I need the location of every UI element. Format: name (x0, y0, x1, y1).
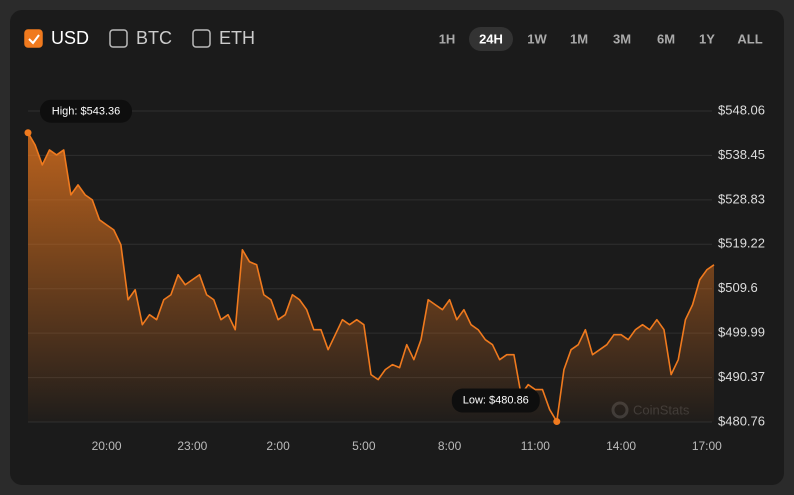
checkbox[interactable] (24, 29, 43, 48)
range-button[interactable]: 1M (570, 31, 588, 46)
range-button[interactable]: 3M (613, 31, 631, 46)
x-tick-label: 5:00 (352, 439, 376, 453)
area-fill (28, 132, 714, 422)
y-tick-label: $519.22 (718, 236, 765, 251)
toggle-label[interactable]: USD (51, 28, 89, 48)
range-button[interactable]: 6M (657, 31, 675, 46)
checkbox[interactable] (109, 29, 128, 48)
toggle-label[interactable]: BTC (136, 28, 172, 48)
x-tick-label: 20:00 (92, 439, 122, 453)
low-point (553, 418, 561, 426)
x-tick-label: 8:00 (438, 439, 462, 453)
y-tick-label: $528.83 (718, 191, 765, 206)
high-label: High: $543.36 (52, 106, 121, 118)
x-tick-label: 17:00 (692, 439, 722, 453)
y-tick-label: $538.45 (718, 147, 765, 162)
checkmark (28, 34, 40, 45)
range-active (469, 27, 513, 51)
range-button[interactable]: 1Y (699, 31, 715, 46)
range-button[interactable]: 1W (527, 31, 547, 46)
high-point (24, 129, 32, 137)
toggle-label[interactable]: ETH (219, 28, 255, 48)
y-tick-label: $480.76 (718, 413, 765, 428)
y-tick-label: $509.6 (718, 280, 758, 295)
x-tick-label: 23:00 (177, 439, 207, 453)
range-button[interactable]: 1H (439, 31, 456, 46)
low-label: Low: $480.86 (463, 394, 529, 406)
y-tick-label: $548.06 (718, 102, 765, 117)
range-button[interactable]: 24H (479, 31, 503, 46)
x-tick-label: 14:00 (606, 439, 636, 453)
y-tick-label: $490.37 (718, 369, 765, 384)
checkbox[interactable] (192, 29, 211, 48)
range-button[interactable]: ALL (737, 31, 762, 46)
y-tick-label: $499.99 (718, 325, 765, 340)
x-tick-label: 11:00 (521, 439, 550, 453)
low-label-box (451, 388, 540, 413)
price-line (27, 132, 715, 423)
x-tick-label: 2:00 (266, 439, 290, 453)
high-label-box (40, 99, 132, 123)
